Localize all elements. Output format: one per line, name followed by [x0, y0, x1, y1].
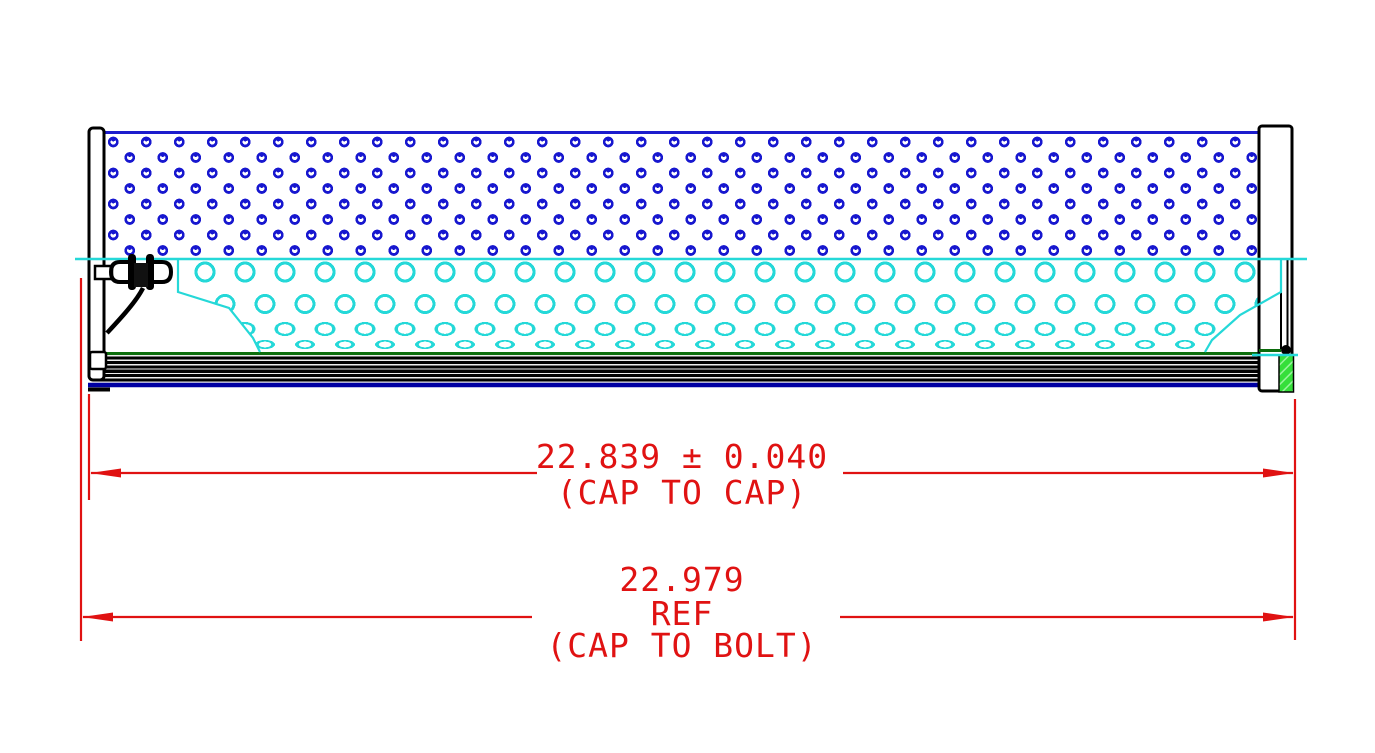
bolt-nut [134, 263, 148, 287]
dim1-label: (CAP TO CAP) [556, 473, 808, 512]
bolt-right-bracket [152, 260, 174, 284]
dim2-value: 22.979 [619, 560, 745, 599]
media-stack [92, 352, 1280, 383]
inner-screen-row [178, 338, 1281, 351]
left-end-cap [87, 126, 106, 382]
base-left-tab [88, 387, 110, 392]
inner-screen-right-contour [1204, 260, 1283, 353]
dim1-arrow-left [90, 468, 121, 478]
inner-screen-row [178, 291, 1281, 317]
media-top-seam [105, 352, 1260, 355]
dim1-arrow-right [1263, 468, 1294, 478]
green-gasket [1278, 354, 1295, 393]
dim2-ref: REF [650, 594, 714, 633]
bolt-left-bracket [108, 260, 131, 284]
inner-screen-left-contour [176, 260, 261, 353]
inner-screen-row [178, 261, 1281, 286]
left-cap-foot [88, 350, 108, 371]
dim2-arrow-left [82, 612, 113, 622]
dim1-value: 22.839 ± 0.040 [535, 437, 829, 476]
support-strut [105, 286, 146, 335]
inner-screen-row [178, 319, 1281, 339]
dim2-arrow-right [1263, 612, 1294, 622]
inner-screen-cyan [178, 261, 1281, 352]
outer-screen-blue [105, 131, 1258, 258]
right-cap-weld [1281, 345, 1291, 355]
dim2-label: (CAP TO BOLT) [546, 626, 818, 665]
